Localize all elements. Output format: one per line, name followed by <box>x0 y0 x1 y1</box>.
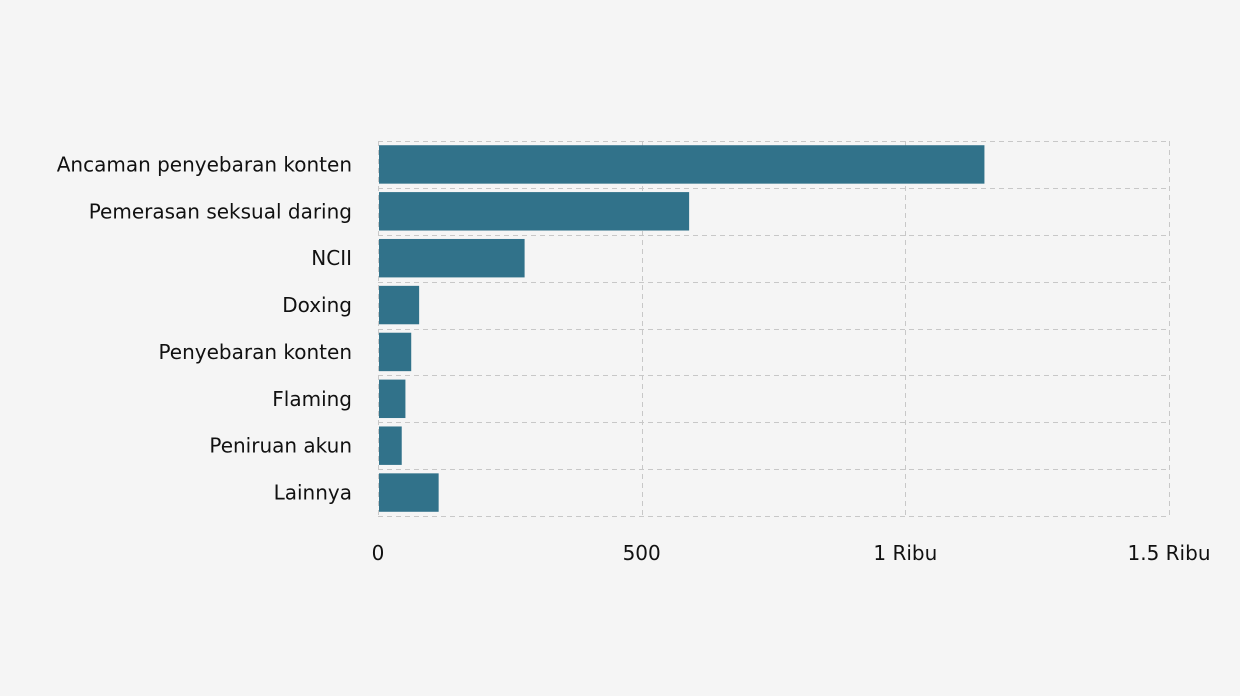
bar <box>379 426 402 465</box>
bar <box>379 238 525 278</box>
bar <box>379 332 412 372</box>
bar <box>379 379 406 419</box>
category-label: Doxing <box>282 293 352 317</box>
x-tick-label: 0 <box>372 541 385 565</box>
category-label: Flaming <box>272 387 352 411</box>
x-tick-label: 1.5 Ribu <box>1128 541 1211 565</box>
category-label: Penyebaran konten <box>158 340 352 364</box>
bar <box>379 145 985 184</box>
bar <box>379 192 690 231</box>
bars <box>379 145 985 512</box>
grid <box>378 141 1170 517</box>
category-label: Pemerasan seksual daring <box>89 199 352 223</box>
category-label: Lainnya <box>274 481 352 505</box>
x-tick-label: 500 <box>623 541 661 565</box>
category-labels: Ancaman penyebaran konten Pemerasan seksu… <box>57 152 352 504</box>
bar <box>379 285 420 325</box>
x-tick-label: 1 Ribu <box>873 541 937 565</box>
category-label: Ancaman penyebaran konten <box>57 152 352 176</box>
bar <box>379 473 439 512</box>
x-axis-ticks: 0 500 1 Ribu 1.5 Ribu <box>372 541 1211 565</box>
category-label: Peniruan akun <box>209 434 352 458</box>
category-label: NCII <box>311 246 352 270</box>
